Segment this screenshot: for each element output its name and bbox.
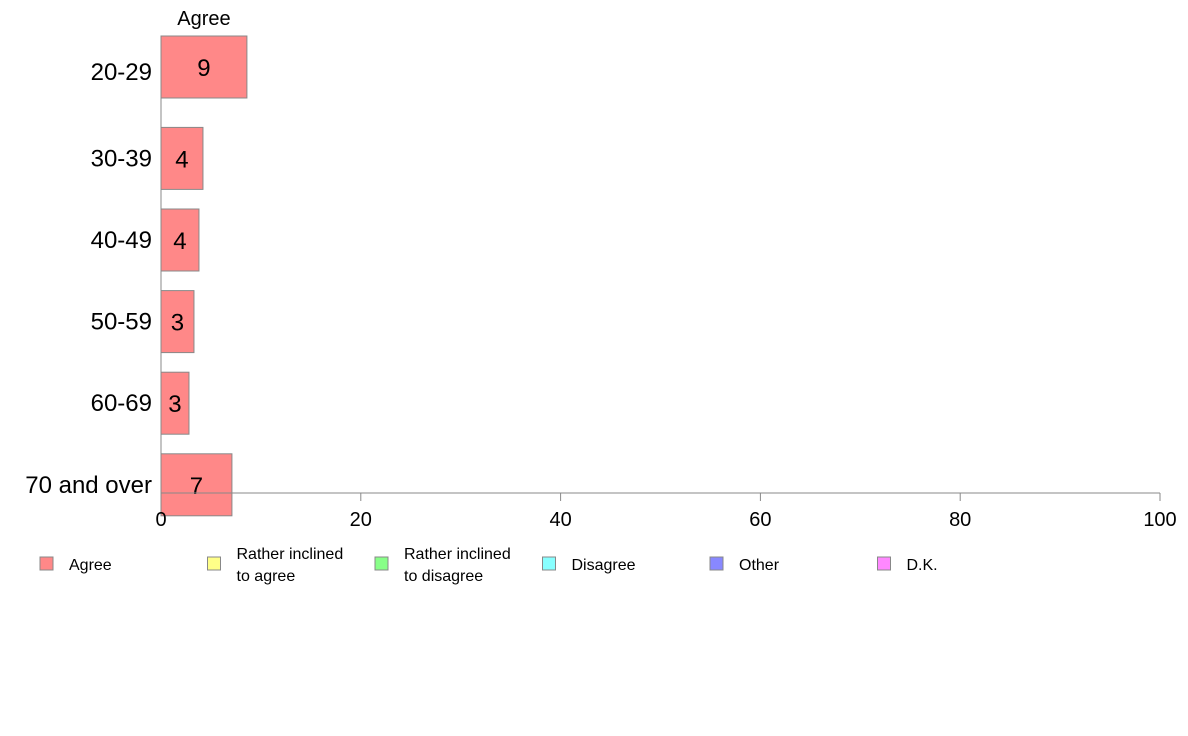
bar-agree-60-69 — [160, 371, 190, 435]
category-label-70-and-over: 70 and over — [25, 472, 152, 499]
bar-agree-50-59 — [160, 290, 195, 354]
value-label-agree-70-and-over: 7 — [190, 473, 203, 500]
legend-swatch-rather-inclined-to-disagree — [374, 556, 389, 571]
x-tick-label-100: 100 — [1143, 509, 1176, 531]
bar-agree-20-29 — [160, 35, 248, 99]
value-label-agree-50-59: 3 — [171, 310, 184, 337]
legend-label-disagree: Disagree — [572, 557, 636, 574]
legend-label-agree: Agree — [69, 557, 112, 574]
x-tick-label-0: 0 — [155, 509, 166, 531]
category-label-40-49: 40-49 — [91, 227, 152, 254]
x-tick-label-60: 60 — [749, 509, 771, 531]
bar-agree-40-49 — [160, 208, 200, 272]
legend-line: to disagree — [404, 568, 483, 585]
category-labels: 20-29 30-39 40-49 50-59 60-69 70 and over — [25, 59, 152, 499]
category-label-20-29: 20-29 — [91, 59, 152, 86]
bar-agree-30-39 — [160, 126, 204, 190]
value-label-agree-20-29: 9 — [197, 55, 210, 82]
x-tick-label-40: 40 — [549, 509, 571, 531]
legend-line: to agree — [237, 568, 296, 585]
value-label-agree-40-49: 4 — [173, 228, 186, 255]
value-label-agree-60-69: 3 — [168, 391, 181, 418]
legend-swatch-other — [709, 556, 724, 571]
x-axis: 0 20 40 60 80 100 — [155, 36, 1177, 531]
legend-swatch-agree — [39, 556, 54, 571]
legend-line: Rather inclined — [404, 546, 511, 563]
series-header-agree: Agree — [177, 8, 230, 30]
x-tick-label-80: 80 — [949, 509, 971, 531]
category-label-50-59: 50-59 — [91, 309, 152, 336]
legend-line: Rather inclined — [237, 546, 344, 563]
category-label-30-39: 30-39 — [91, 145, 152, 172]
legend-label-d-k: D.K. — [907, 557, 938, 574]
legend-label-rather-inclined-to-disagree: Rather inclined to disagree — [404, 546, 511, 585]
legend-swatch-disagree — [542, 556, 556, 571]
category-label-60-69: 60-69 — [91, 390, 152, 417]
legend-swatch-d-k — [877, 556, 891, 571]
value-label-agree-30-39: 4 — [175, 146, 188, 173]
legend-label-other: Other — [739, 557, 780, 574]
legend-swatch-rather-inclined-to-agree — [207, 556, 221, 571]
legend-label-rather-inclined-to-agree: Rather inclined to agree — [237, 546, 344, 585]
x-tick-label-20: 20 — [350, 509, 372, 531]
bars-group: 9 4 4 3 3 7 — [160, 35, 248, 517]
